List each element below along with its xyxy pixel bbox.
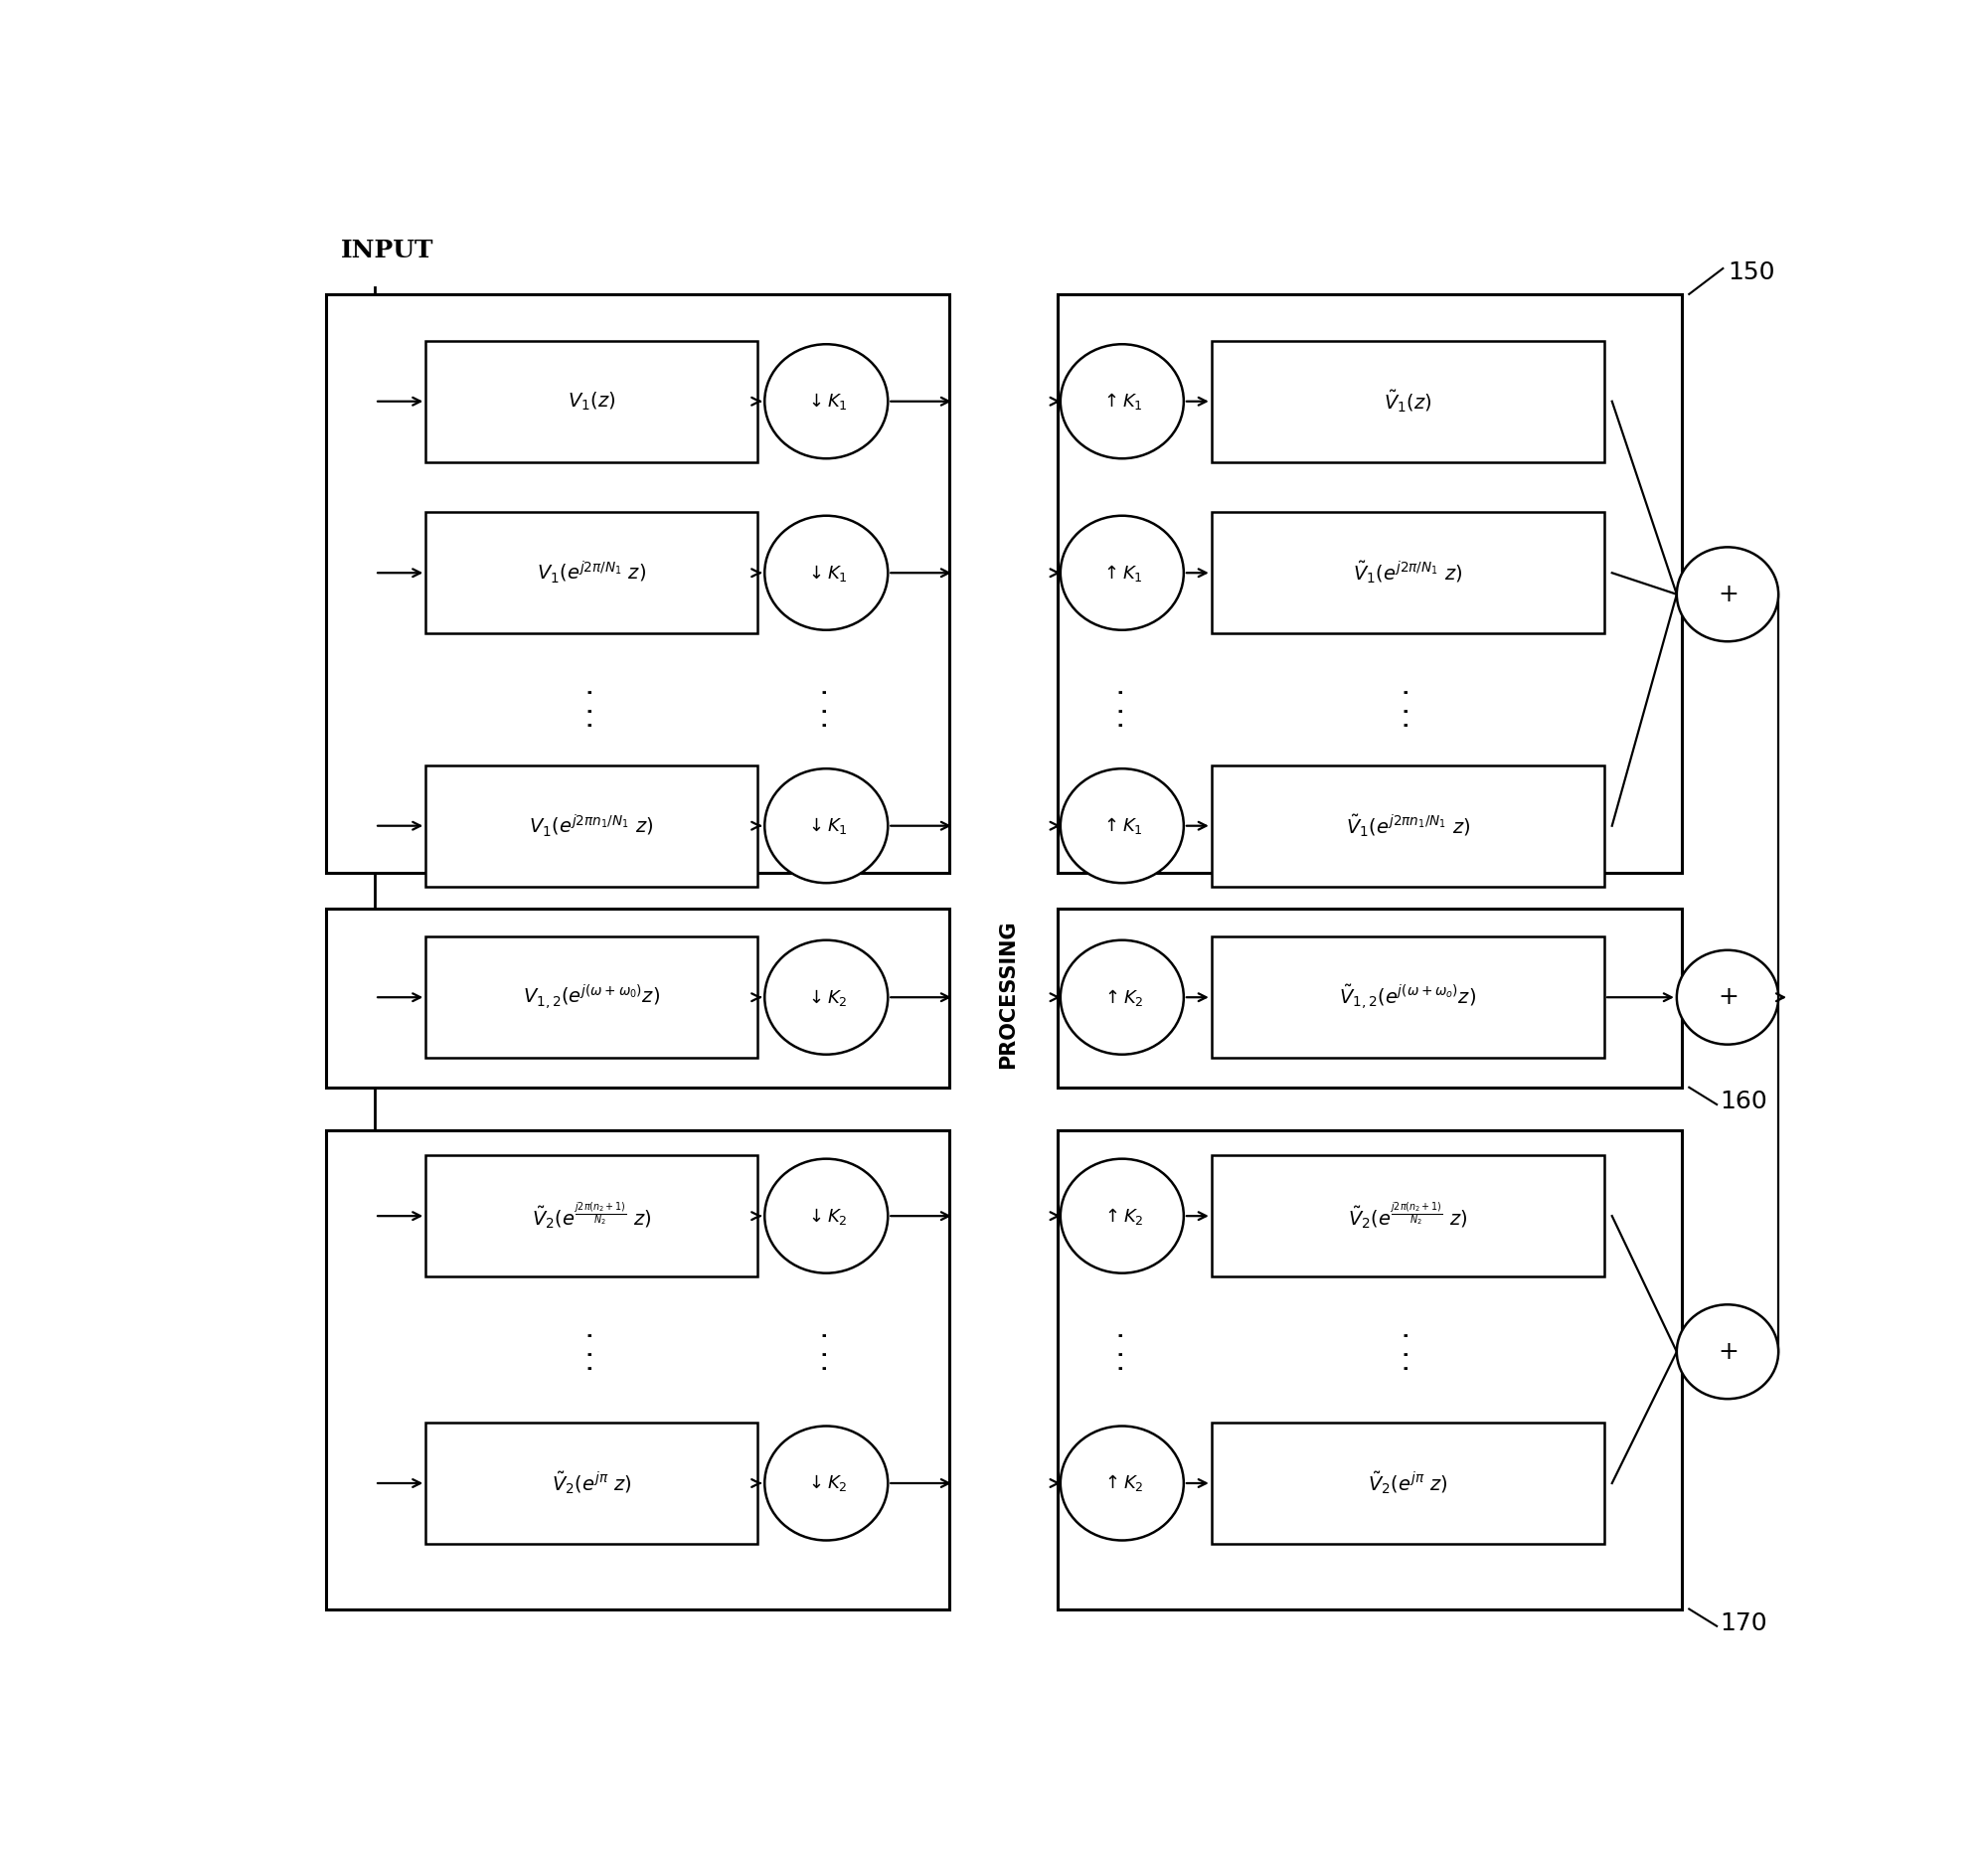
Bar bbox=[1058, 293, 1682, 872]
Circle shape bbox=[1676, 1305, 1779, 1399]
Text: $\cdot\cdot\cdot$: $\cdot\cdot\cdot$ bbox=[1394, 1331, 1421, 1372]
Circle shape bbox=[765, 516, 889, 629]
Circle shape bbox=[1676, 548, 1779, 642]
Bar bbox=[326, 293, 950, 872]
Circle shape bbox=[1060, 941, 1183, 1054]
Text: $\cdot\cdot\cdot$: $\cdot\cdot\cdot$ bbox=[1107, 689, 1135, 729]
Text: $\cdot\cdot\cdot$: $\cdot\cdot\cdot$ bbox=[813, 689, 841, 729]
Text: $\uparrow K_1$: $\uparrow K_1$ bbox=[1101, 815, 1143, 837]
Text: 160: 160 bbox=[1720, 1089, 1767, 1114]
Circle shape bbox=[765, 1425, 889, 1540]
Bar bbox=[1058, 1130, 1682, 1609]
Bar bbox=[425, 765, 757, 887]
Text: 150: 150 bbox=[1728, 262, 1775, 284]
Text: $\tilde{V}_2(e^{\frac{j2\pi(n_2+1)}{N_2}}\ z)$: $\tilde{V}_2(e^{\frac{j2\pi(n_2+1)}{N_2}… bbox=[1348, 1201, 1467, 1232]
Text: $V_1(e^{j2\pi n_1/N_1}\ z)$: $V_1(e^{j2\pi n_1/N_1}\ z)$ bbox=[529, 813, 654, 839]
Bar bbox=[425, 1154, 757, 1277]
Circle shape bbox=[1060, 1425, 1183, 1540]
Text: $\tilde{V}_1(e^{j2\pi n_1/N_1}\ z)$: $\tilde{V}_1(e^{j2\pi n_1/N_1}\ z)$ bbox=[1346, 813, 1471, 839]
Text: $\uparrow K_2$: $\uparrow K_2$ bbox=[1101, 1206, 1143, 1227]
Text: $\downarrow K_1$: $\downarrow K_1$ bbox=[805, 562, 847, 583]
Circle shape bbox=[1060, 1158, 1183, 1273]
Circle shape bbox=[1676, 950, 1779, 1045]
Text: $\cdot\cdot\cdot$: $\cdot\cdot\cdot$ bbox=[577, 689, 604, 729]
Text: $\uparrow K_1$: $\uparrow K_1$ bbox=[1101, 392, 1143, 412]
Text: $\downarrow K_2$: $\downarrow K_2$ bbox=[805, 1206, 847, 1227]
Bar bbox=[425, 1422, 757, 1544]
Text: $\tilde{V}_2(e^{j\pi}\ z)$: $\tilde{V}_2(e^{j\pi}\ z)$ bbox=[551, 1470, 632, 1496]
Text: $\cdot\cdot\cdot$: $\cdot\cdot\cdot$ bbox=[1394, 689, 1421, 729]
Text: $+$: $+$ bbox=[1718, 986, 1738, 1010]
Text: 170: 170 bbox=[1720, 1611, 1767, 1635]
Circle shape bbox=[765, 1158, 889, 1273]
Circle shape bbox=[765, 941, 889, 1054]
Text: INPUT: INPUT bbox=[342, 239, 433, 264]
Text: $\tilde{V}_2(e^{\frac{j2\pi(n_2+1)}{N_2}}\ z)$: $\tilde{V}_2(e^{\frac{j2\pi(n_2+1)}{N_2}… bbox=[531, 1201, 652, 1232]
Bar bbox=[1211, 937, 1604, 1058]
Bar bbox=[425, 512, 757, 633]
Bar bbox=[326, 1130, 950, 1609]
Text: $V_{1,2}(e^{j(\omega+\omega_0)}z)$: $V_{1,2}(e^{j(\omega+\omega_0)}z)$ bbox=[523, 984, 660, 1012]
Text: $\downarrow K_1$: $\downarrow K_1$ bbox=[805, 392, 847, 412]
Text: $\cdot\cdot\cdot$: $\cdot\cdot\cdot$ bbox=[1107, 1331, 1135, 1372]
Text: $\cdot\cdot\cdot$: $\cdot\cdot\cdot$ bbox=[813, 1331, 841, 1372]
Text: $\uparrow K_2$: $\uparrow K_2$ bbox=[1101, 987, 1143, 1008]
Circle shape bbox=[1060, 343, 1183, 458]
Text: $\cdot\cdot\cdot$: $\cdot\cdot\cdot$ bbox=[577, 1331, 604, 1372]
Circle shape bbox=[765, 343, 889, 458]
Bar bbox=[1211, 765, 1604, 887]
Circle shape bbox=[1060, 768, 1183, 883]
Text: $\tilde{V}_1(e^{j2\pi/N_1}\ z)$: $\tilde{V}_1(e^{j2\pi/N_1}\ z)$ bbox=[1354, 561, 1463, 586]
Text: $V_1(z)$: $V_1(z)$ bbox=[567, 390, 616, 412]
Text: $\tilde{V}_1(z)$: $\tilde{V}_1(z)$ bbox=[1384, 388, 1431, 414]
Text: $\tilde{V}_{1,2}(e^{j(\omega+\omega_o)}z)$: $\tilde{V}_{1,2}(e^{j(\omega+\omega_o)}z… bbox=[1340, 984, 1477, 1012]
Text: $\downarrow K_1$: $\downarrow K_1$ bbox=[805, 815, 847, 837]
Text: $V_1(e^{j2\pi/N_1}\ z)$: $V_1(e^{j2\pi/N_1}\ z)$ bbox=[537, 561, 646, 586]
Text: $\uparrow K_2$: $\uparrow K_2$ bbox=[1101, 1474, 1143, 1494]
Bar bbox=[1058, 909, 1682, 1088]
Text: $\tilde{V}_2(e^{j\pi}\ z)$: $\tilde{V}_2(e^{j\pi}\ z)$ bbox=[1368, 1470, 1447, 1496]
Circle shape bbox=[1060, 516, 1183, 629]
Text: $+$: $+$ bbox=[1718, 583, 1738, 607]
Text: $\uparrow K_1$: $\uparrow K_1$ bbox=[1101, 562, 1143, 583]
Circle shape bbox=[765, 768, 889, 883]
Text: $+$: $+$ bbox=[1718, 1340, 1738, 1364]
Bar bbox=[1211, 512, 1604, 633]
Text: PROCESSING: PROCESSING bbox=[998, 921, 1018, 1069]
Text: $\downarrow K_2$: $\downarrow K_2$ bbox=[805, 987, 847, 1008]
Bar bbox=[1211, 1422, 1604, 1544]
Bar bbox=[1211, 342, 1604, 462]
Bar bbox=[326, 909, 950, 1088]
Text: $\downarrow K_2$: $\downarrow K_2$ bbox=[805, 1474, 847, 1494]
Bar bbox=[425, 937, 757, 1058]
Bar bbox=[425, 342, 757, 462]
Bar bbox=[1211, 1154, 1604, 1277]
